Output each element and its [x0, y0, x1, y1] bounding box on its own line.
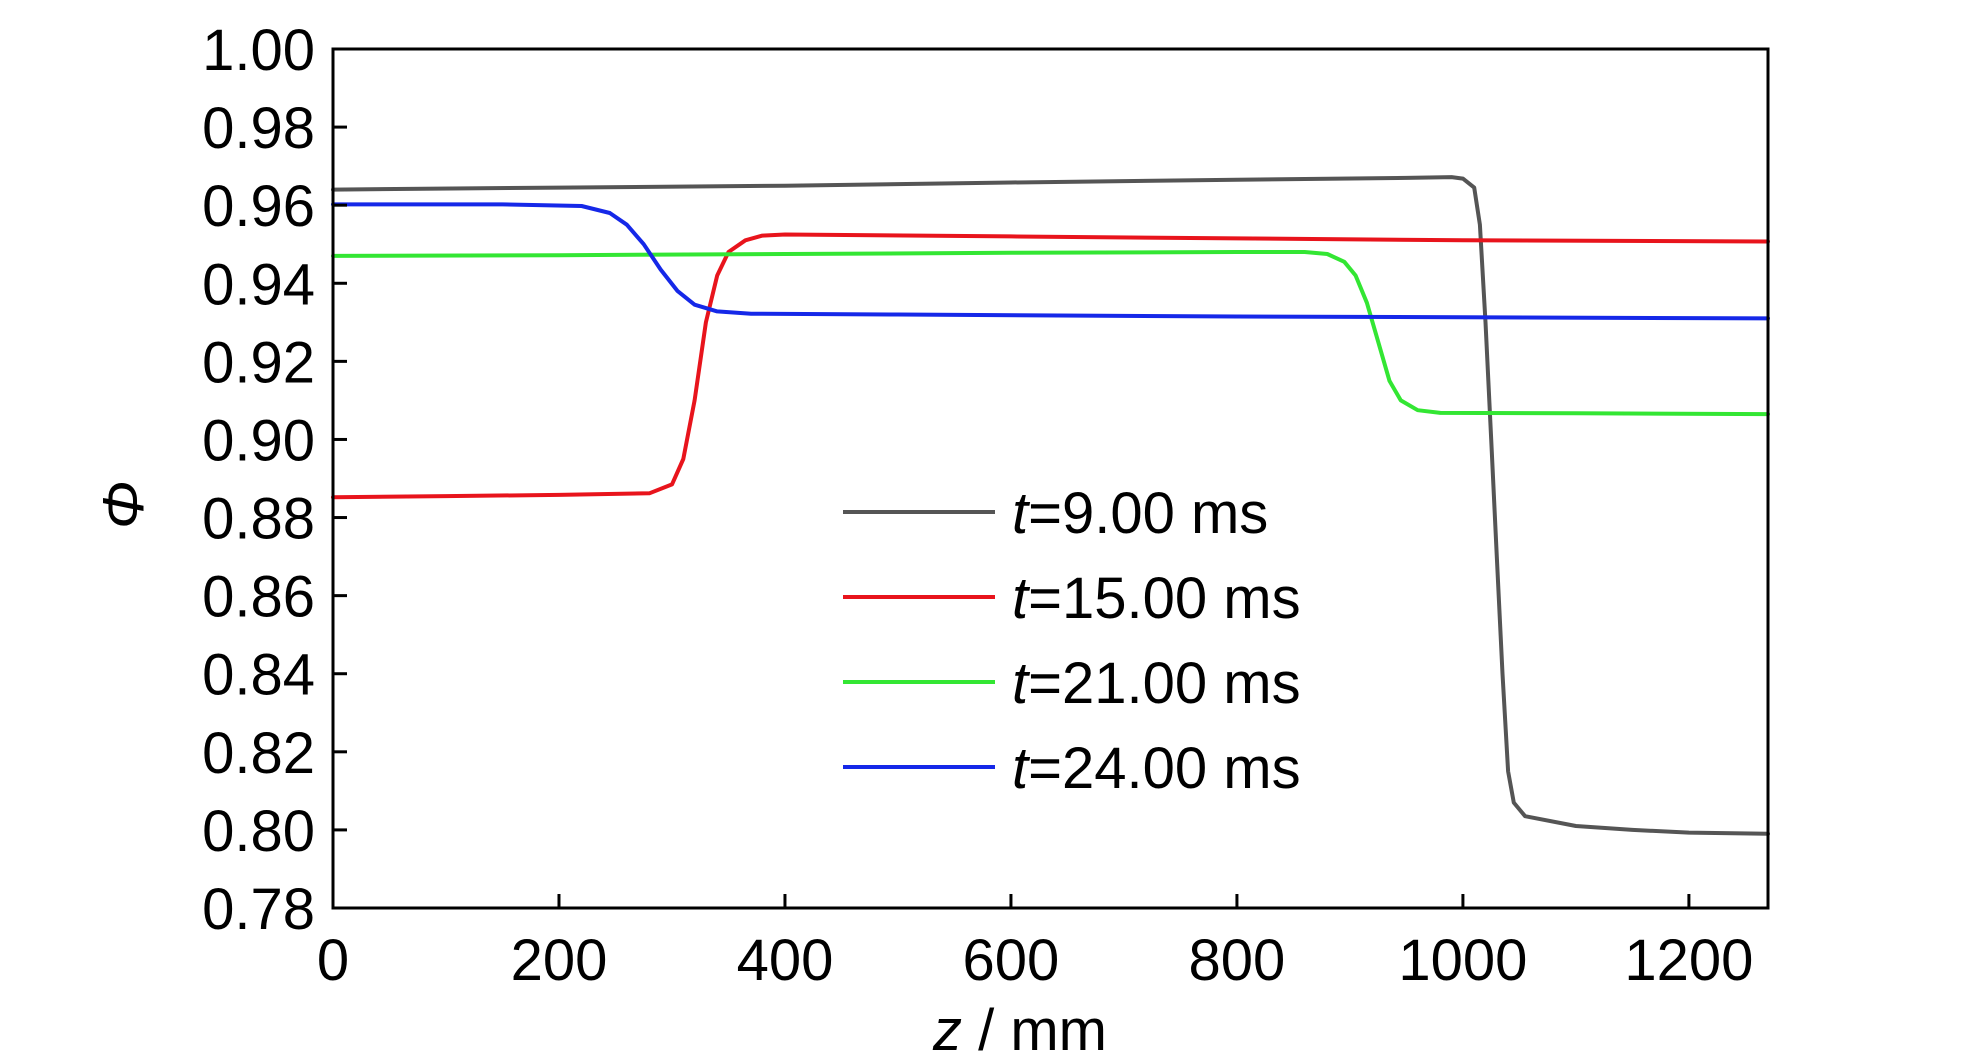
plot-area-frame — [331, 47, 1770, 910]
x-tick-label: 200 — [511, 928, 608, 993]
series-line-4 — [331, 202, 1770, 321]
y-tick-label: 1.00 — [202, 18, 315, 83]
y-tick-label: 0.82 — [202, 721, 315, 786]
y-tick-label: 0.98 — [202, 96, 315, 161]
series-line-1 — [331, 175, 1770, 836]
legend-entry-1: t=9.00 ms — [843, 481, 1268, 546]
x-axis-title: z / mm — [932, 998, 1107, 1062]
series-line-2 — [331, 232, 1770, 500]
x-tick-label: 400 — [737, 928, 834, 993]
legend-entry-2: t=15.00 ms — [843, 566, 1301, 631]
x-tick-label: 0 — [317, 928, 349, 993]
y-tick-label: 0.80 — [202, 799, 315, 864]
legend-label: t=15.00 ms — [1012, 566, 1301, 631]
x-axis-unit: / mm — [962, 998, 1107, 1062]
y-tick-label: 0.84 — [202, 643, 315, 708]
series-line-3 — [331, 250, 1770, 417]
x-axis-variable: z — [932, 998, 962, 1062]
x-tick-label: 800 — [1189, 928, 1286, 993]
y-axis-ticks: 0.78 0.80 0.82 0.84 0.86 0.88 0.90 0.92 0.94 0.96… — [202, 18, 347, 942]
series-layer — [331, 175, 1770, 836]
y-tick-label: 0.86 — [202, 565, 315, 630]
y-tick-label: 0.96 — [202, 174, 315, 239]
x-tick-label: 600 — [963, 928, 1060, 993]
legend: t=9.00 ms t=15.00 ms t=21.00 ms t=24.00 ms — [843, 481, 1301, 801]
legend-entry-3: t=21.00 ms — [843, 651, 1301, 716]
y-tick-label: 0.90 — [202, 408, 315, 473]
y-tick-label: 0.94 — [202, 252, 315, 317]
y-tick-label: 0.78 — [202, 877, 315, 942]
y-tick-label: 0.92 — [202, 330, 315, 395]
x-tick-label: 1000 — [1398, 928, 1527, 993]
legend-entry-4: t=24.00 ms — [843, 736, 1301, 801]
x-tick-label: 1200 — [1624, 928, 1753, 993]
y-axis-title: Φ — [91, 481, 156, 530]
legend-label: t=24.00 ms — [1012, 736, 1301, 801]
y-tick-label: 0.88 — [202, 487, 315, 552]
legend-label: t=21.00 ms — [1012, 651, 1301, 716]
legend-label: t=9.00 ms — [1012, 481, 1268, 546]
x-axis-ticks: 0 200 400 600 800 1000 1200 — [317, 894, 1753, 993]
